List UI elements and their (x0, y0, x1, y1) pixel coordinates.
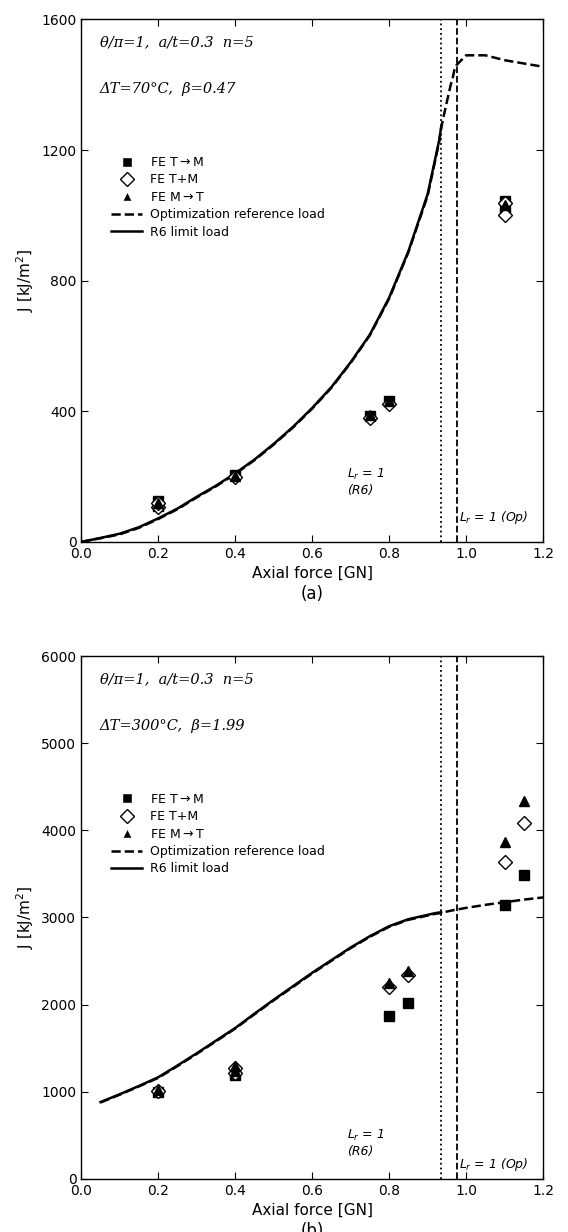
Text: $L_r$ = 1 (Op): $L_r$ = 1 (Op) (459, 1156, 529, 1173)
Text: $L_r$ = 1 (Op): $L_r$ = 1 (Op) (459, 509, 529, 526)
Text: ΔT=300°C,  β=1.99: ΔT=300°C, β=1.99 (100, 719, 245, 733)
X-axis label: Axial force [GN]: Axial force [GN] (252, 567, 373, 582)
Text: (a): (a) (300, 585, 324, 602)
Text: (b): (b) (300, 1222, 324, 1232)
Text: θ/π=1,  a/t=0.3  n=5: θ/π=1, a/t=0.3 n=5 (100, 671, 253, 686)
Y-axis label: J [kJ/m$^2$]: J [kJ/m$^2$] (14, 249, 36, 313)
Y-axis label: J [kJ/m$^2$]: J [kJ/m$^2$] (14, 886, 36, 949)
Text: $L_r$ = 1
(R6): $L_r$ = 1 (R6) (347, 467, 384, 496)
X-axis label: Axial force [GN]: Axial force [GN] (252, 1204, 373, 1218)
Text: $L_r$ = 1
(R6): $L_r$ = 1 (R6) (347, 1129, 384, 1158)
Text: θ/π=1,  a/t=0.3  n=5: θ/π=1, a/t=0.3 n=5 (100, 34, 253, 49)
Text: ΔT=70°C,  β=0.47: ΔT=70°C, β=0.47 (100, 83, 236, 96)
Legend: FE T$\rightarrow$M, FE T+M, FE M$\rightarrow$T, Optimization reference load, R6 : FE T$\rightarrow$M, FE T+M, FE M$\righta… (106, 788, 329, 881)
Legend: FE T$\rightarrow$M, FE T+M, FE M$\rightarrow$T, Optimization reference load, R6 : FE T$\rightarrow$M, FE T+M, FE M$\righta… (106, 152, 329, 244)
